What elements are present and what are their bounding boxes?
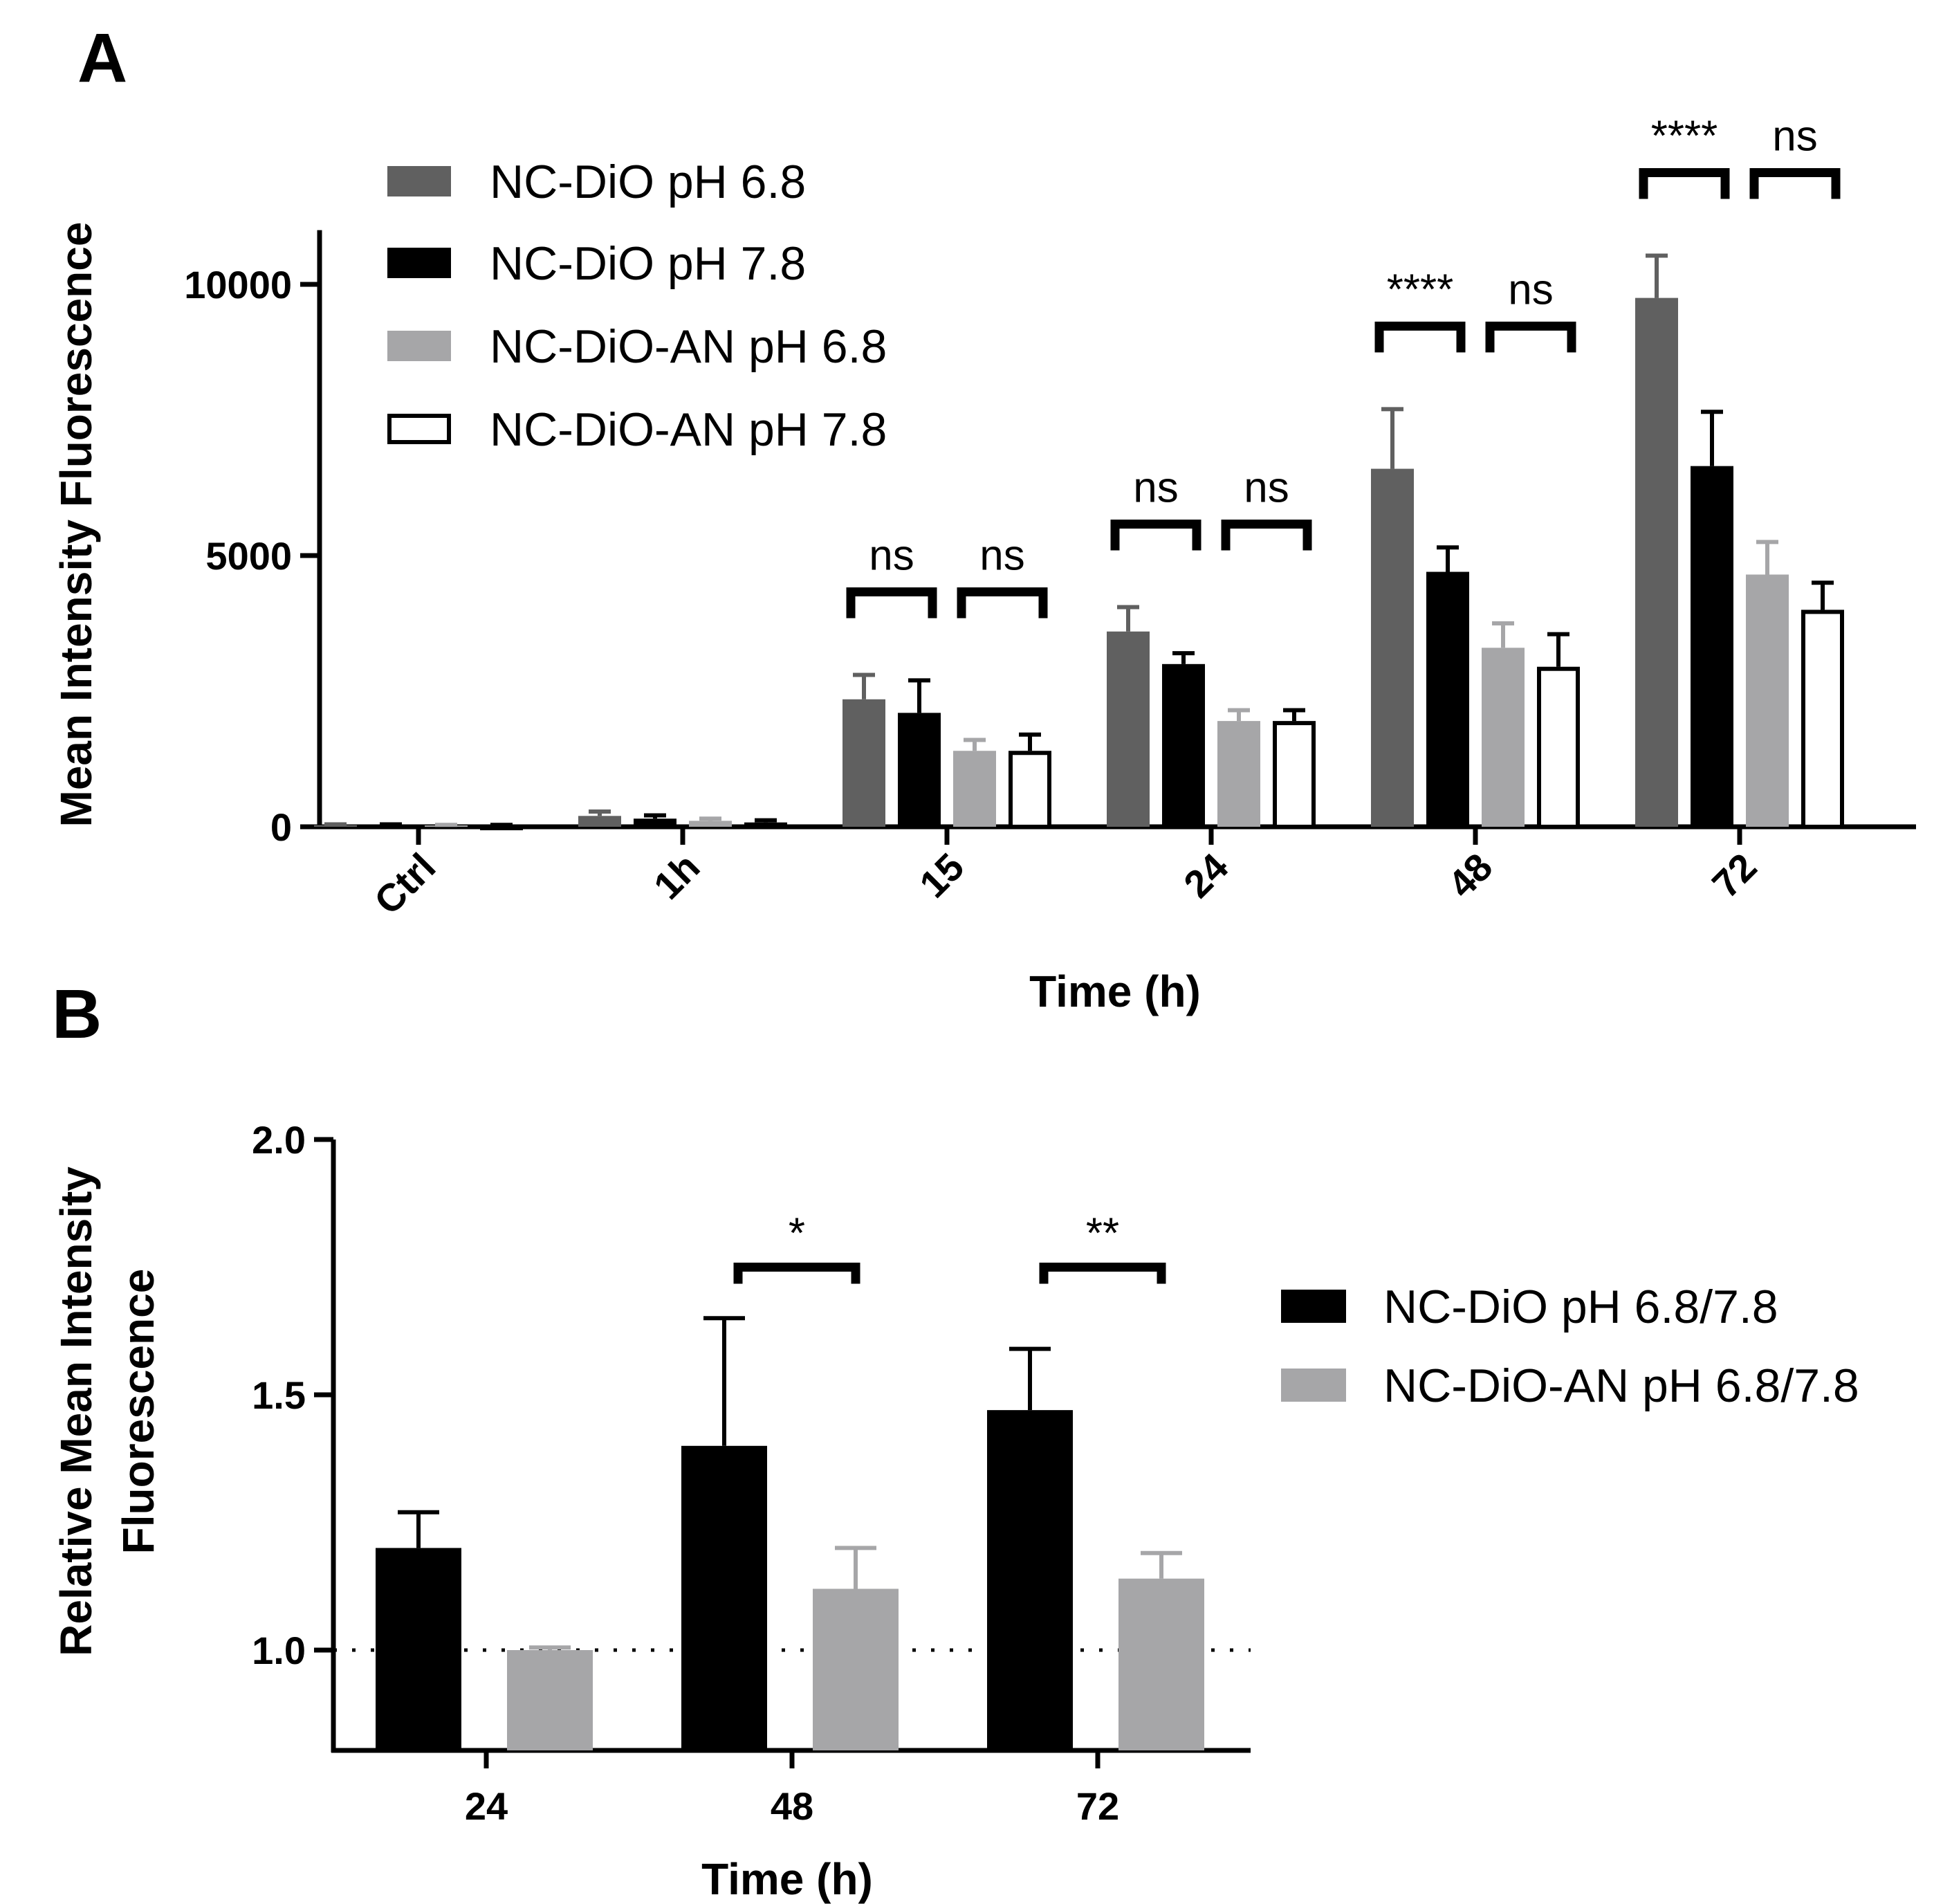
panel-b-significance-bracket — [1039, 1263, 1166, 1284]
panel-a-legend-swatch — [387, 166, 451, 196]
panel-b-bar — [376, 1548, 461, 1750]
panel-a-bar — [1635, 298, 1678, 827]
panel-b-x-tick-label: 72 — [1076, 1784, 1119, 1828]
panel-a-y-axis-title: Mean Intensity Fluorescence — [51, 222, 101, 827]
panel-b-bar — [987, 1410, 1073, 1750]
panel-b-y-axis-title-line1: Relative Mean Intensity — [51, 1166, 101, 1656]
panel-a-y-tick-label: 0 — [270, 805, 292, 849]
panel-a-bar — [689, 821, 732, 827]
panel-a-label: A — [77, 19, 127, 97]
panel-a-bar — [898, 713, 941, 827]
panel-a-legend-label: NC-DiO pH 6.8 — [490, 156, 806, 208]
panel-b-x-tick-label: 48 — [771, 1784, 813, 1828]
panel-a-significance-bracket — [957, 587, 1048, 619]
panel-a-bar — [744, 822, 787, 830]
panel-a-legend-label: NC-DiO-AN pH 7.8 — [490, 403, 887, 456]
panel-a-y-tick-label: 5000 — [205, 534, 292, 578]
panel-a-plot: 0 5000 10000 Ctrl 1h 15 24 48 72 ns ns ns ns **** ns **… — [184, 112, 1916, 923]
panel-a-bar — [1162, 663, 1205, 827]
panel-b-bar — [681, 1445, 767, 1750]
panel-a-significance-bracket — [1639, 167, 1730, 199]
panel-a-y-tick-label: 10000 — [184, 263, 292, 306]
panel-a-bar — [314, 825, 357, 827]
panel-a-bar — [578, 816, 621, 827]
panel-a-bar — [1426, 571, 1469, 827]
panel-a-x-tick-label: 24 — [1175, 845, 1237, 906]
panel-b-x-axis-title: Time (h) — [701, 1854, 873, 1904]
panel-a-bar — [1482, 648, 1525, 827]
panel-a-significance-bracket — [1749, 167, 1841, 199]
panel-a-significance-bracket — [1110, 519, 1201, 551]
panel-a-bar — [1217, 721, 1260, 827]
panel-b-y-tick-label: 1.0 — [252, 1629, 306, 1672]
panel-a-significance-label: **** — [1651, 112, 1718, 160]
panel-a-significance-bracket — [1221, 519, 1312, 551]
panel-a-bar — [1801, 610, 1844, 830]
panel-a-bar — [1371, 468, 1414, 827]
panel-a-significance-bracket — [1374, 321, 1466, 353]
panel-b-significance-bracket — [733, 1263, 860, 1284]
panel-a-x-tick-label: 15 — [911, 845, 973, 906]
panel-a-legend-swatch — [387, 248, 451, 278]
panel-a-significance-label: ns — [869, 531, 914, 579]
panel-a-significance-bracket — [846, 587, 937, 619]
panel-b-legend-label: NC-DiO pH 6.8/7.8 — [1383, 1281, 1778, 1333]
panel-b-plot: 1.01.52.024 48 72* **NC-DiO pH 6.8/7.8NC-Di… — [252, 1118, 1859, 1828]
panel-a-x-tick-label: 72 — [1704, 845, 1765, 906]
panel-a-bar — [369, 825, 412, 827]
panel-b-bar — [1118, 1578, 1204, 1750]
panel-a-legend-label: NC-DiO-AN pH 6.8 — [490, 320, 887, 373]
panel-a-significance-label: **** — [1387, 266, 1454, 313]
panel-b-legend-swatch — [1281, 1368, 1346, 1402]
panel-b-legend-swatch — [1281, 1290, 1346, 1323]
panel-a-legend-swatch — [387, 414, 451, 444]
panel-a-significance-label: ns — [1133, 464, 1178, 511]
panel-b-significance-label: * — [789, 1210, 805, 1258]
panel-a-legend-label: NC-DiO pH 7.8 — [490, 237, 806, 290]
panel-b-x-tick-label: 24 — [465, 1784, 508, 1828]
panel-b-y-tick-label: 1.5 — [252, 1373, 306, 1417]
panel-a-bar — [1691, 466, 1733, 827]
panel-b-bar — [507, 1650, 593, 1750]
panel-a-bar — [843, 699, 885, 827]
panel-a-bar — [634, 818, 676, 827]
panel-a-significance-label: ns — [1244, 464, 1289, 511]
panel-a-x-tick-label: 1h — [645, 845, 708, 908]
panel-a-x-axis-title: Time (h) — [1029, 967, 1201, 1016]
panel-a-bar — [1009, 751, 1051, 829]
panel-b-y-tick-label: 2.0 — [252, 1118, 306, 1162]
panel-b-y-axis-title-line2: Fluorescence — [113, 1269, 163, 1555]
panel-a-bar — [953, 751, 996, 827]
panel-a-significance-label: ns — [1508, 266, 1553, 313]
panel-a-bar — [425, 825, 468, 827]
panel-a-significance-bracket — [1485, 321, 1576, 353]
panel-a-bar — [1107, 631, 1150, 827]
panel-a-bar — [1537, 666, 1580, 829]
panel-a-significance-label: ns — [1772, 112, 1817, 160]
panel-a-bar — [1273, 721, 1316, 829]
panel-b-bar — [813, 1589, 899, 1750]
panel-a-significance-label: ns — [979, 531, 1024, 579]
panel-b-label: B — [52, 976, 102, 1053]
panel-a-x-tick-label: Ctrl — [366, 845, 444, 923]
panel-a-x-tick-label: 48 — [1439, 845, 1501, 906]
panel-b-significance-label: ** — [1086, 1210, 1119, 1258]
panel-b-legend-label: NC-DiO-AN pH 6.8/7.8 — [1383, 1360, 1859, 1412]
panel-a-legend-swatch — [387, 331, 451, 361]
panel-a-bar — [1746, 574, 1789, 827]
panel-a-bar — [480, 825, 523, 831]
